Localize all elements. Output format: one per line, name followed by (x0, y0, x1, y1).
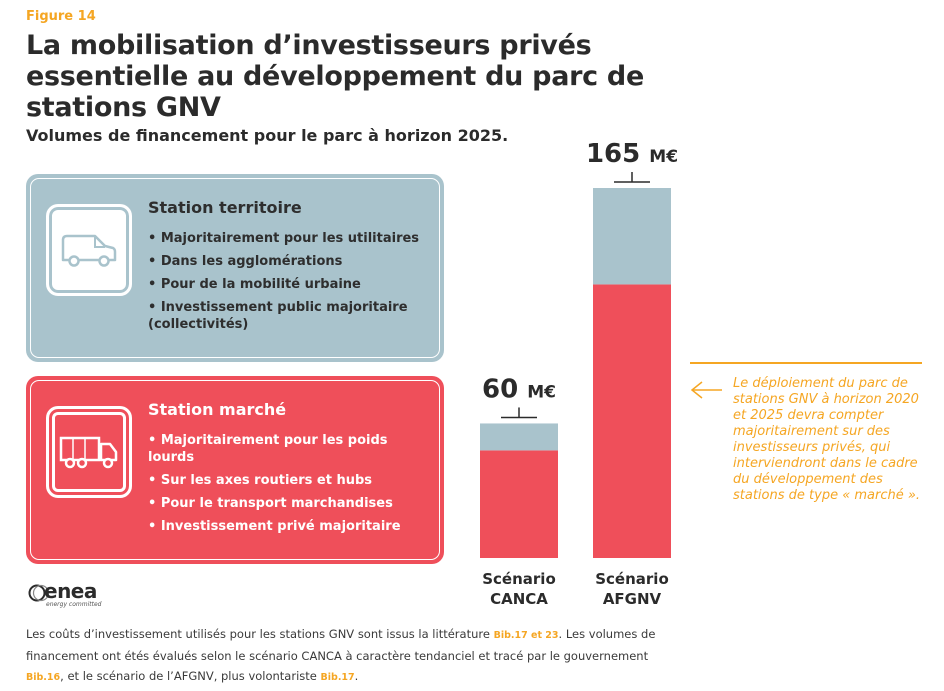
truck-icon-box (46, 406, 132, 498)
bullet-item: • Investissement privé majoritaire (148, 519, 401, 534)
logo-tagline: energy committed (46, 601, 102, 608)
bullet-item: • Dans les agglomérations (148, 254, 343, 269)
bar-segment-marche (593, 284, 671, 558)
footnote-text: Les coûts d’investissement utilisés pour… (26, 627, 494, 641)
card-title: Station marché (148, 400, 287, 419)
card-border (30, 380, 440, 560)
truck-icon (59, 436, 118, 469)
bar-total-label: 165 M€ (586, 139, 678, 169)
callout-text: Le déploiement du parc de stations GNV à… (733, 376, 921, 503)
bar-segment-territoire (480, 423, 558, 451)
bullet-item: • Majoritairement pour les utilitaires (148, 231, 420, 246)
arrow-left-icon (690, 381, 722, 399)
footnote-text: . (354, 669, 359, 683)
bullet-item: • Pour le transport marchandises (148, 496, 393, 511)
van-icon-box (46, 204, 132, 296)
footnote-reference: Bib.17 et 23 (493, 630, 559, 641)
logo-wordmark: enea (44, 579, 97, 603)
bullet-item: • Investissement public majoritaire (col… (148, 300, 408, 332)
card-border (30, 178, 440, 358)
footnote-text: , et le scénario de l’AFGNV, plus volont… (60, 669, 321, 683)
footnote-reference: Bib.17 (320, 672, 355, 683)
figure-label: Figure 14 (26, 9, 96, 24)
bullet-list: • Majoritairement pour les poids lourds … (148, 432, 438, 541)
page-subtitle: Volumes de financement pour le parc à ho… (26, 126, 509, 145)
bar-segment-territoire (593, 188, 671, 285)
card-station-territoire: Station territoire • Majoritairement pou… (26, 174, 444, 362)
footnote: Les coûts d’investissement utilisés pour… (26, 624, 686, 688)
van-icon (61, 234, 117, 267)
page-title: La mobilisation d’investisseurs privés e… (26, 30, 644, 123)
bullet-list: • Majoritairement pour les utilitaires •… (148, 230, 438, 339)
bar-total-label: 60 M€ (482, 374, 556, 404)
bullet-item: • Majoritairement pour les poids lourds (148, 433, 388, 465)
enea-logo-icon (28, 584, 50, 602)
bullet-item: • Pour de la mobilité urbaine (148, 277, 361, 292)
category-label: Scénario (595, 570, 669, 588)
category-label: AFGNV (603, 590, 662, 608)
category-label: CANCA (490, 590, 548, 608)
bullet-item: • Sur les axes routiers et hubs (148, 473, 373, 488)
category-label: Scénario (482, 570, 556, 588)
card-title: Station territoire (148, 198, 302, 217)
footnote-text: . Les volumes de financement ont étés év… (26, 627, 656, 663)
card-station-marche: Station marché • Majoritairement pour le… (26, 376, 444, 564)
callout-rule (690, 362, 922, 364)
bar-segment-marche (480, 450, 558, 558)
footnote-reference: Bib.16 (26, 672, 61, 683)
